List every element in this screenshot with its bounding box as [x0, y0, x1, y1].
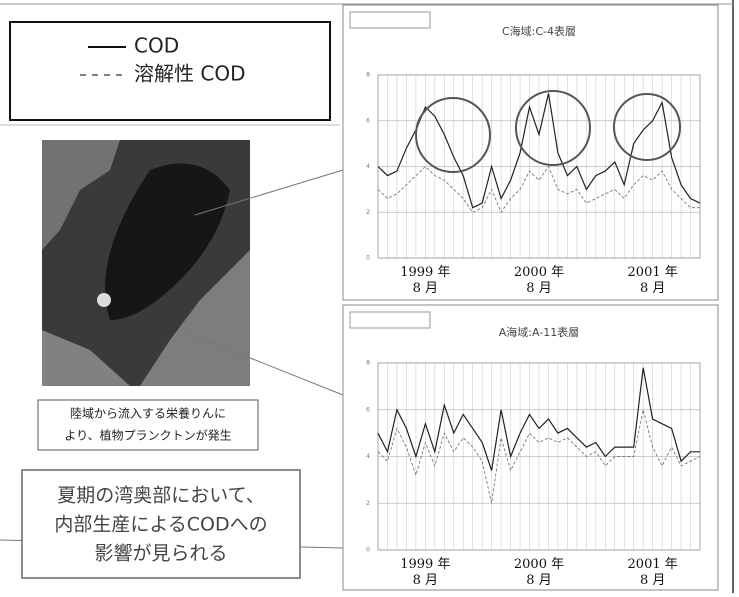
legend-label: COD [134, 34, 179, 58]
page: COD 溶解性 COD 陸域から流入する栄養りんに より、植物プランクトンが発生… [0, 0, 739, 593]
y-tick-label: 8 [366, 360, 370, 367]
y-tick-label: 8 [366, 72, 370, 79]
chart-title: C海域:C-4表層 [502, 24, 576, 38]
caption-text: 陸域から流入する栄養りんに [70, 406, 226, 421]
caption-text: より、植物プランクトンが発生 [64, 428, 231, 443]
y-tick-label: 2 [366, 500, 370, 507]
conclusion-text: 内部生産によるCODへの [54, 514, 267, 536]
legend-label: 溶解性 COD [134, 62, 245, 86]
y-tick-label: 4 [366, 163, 370, 170]
conclusion-text: 夏期の湾奥部において、 [57, 485, 264, 507]
y-tick-label: 0 [366, 547, 370, 554]
y-tick-label: 6 [366, 406, 370, 413]
y-tick-label: 2 [366, 209, 370, 216]
chart-frame [343, 5, 718, 300]
chart-frame [343, 305, 718, 590]
chart-title: A海域:A-11表層 [499, 325, 579, 339]
y-tick-label: 4 [366, 453, 370, 460]
y-tick-label: 6 [366, 117, 370, 124]
y-tick-label: 0 [366, 255, 370, 262]
photo-spot [97, 293, 111, 307]
conclusion-text: 影響が見られる [94, 543, 227, 565]
